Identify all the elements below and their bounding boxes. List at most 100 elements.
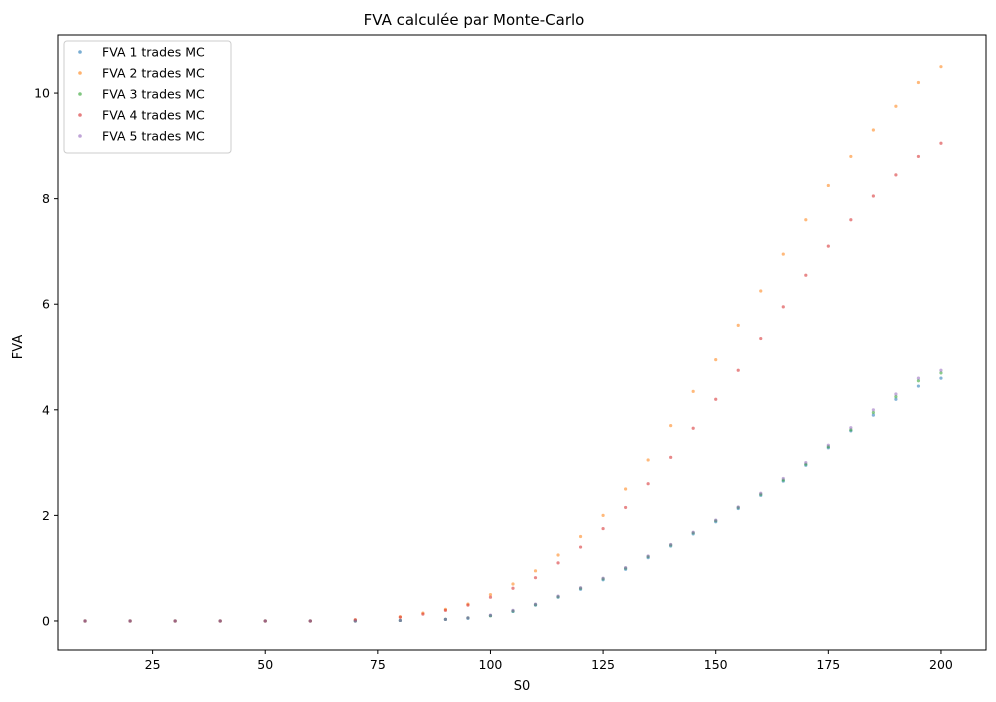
point	[916, 384, 921, 388]
point	[759, 336, 763, 341]
x-tick-label: 100	[479, 657, 503, 672]
point	[826, 244, 830, 248]
point	[398, 615, 402, 619]
point	[871, 410, 875, 415]
point	[488, 595, 493, 599]
point	[83, 619, 87, 623]
series-5	[83, 368, 943, 623]
point	[939, 371, 943, 375]
legend-box	[63, 40, 232, 154]
point	[556, 553, 560, 557]
x-tick-label: 75	[370, 657, 386, 672]
chart-marks	[83, 65, 943, 623]
legend: FVA 1 trades MC FVA 2 trades MC FVA 3 trad…	[63, 40, 232, 154]
y-tick-label: 10	[34, 86, 50, 101]
point	[736, 368, 740, 372]
point	[488, 613, 493, 617]
point	[736, 323, 740, 327]
plot-frame	[57, 34, 987, 651]
x-tick-label: 50	[257, 657, 273, 672]
legend-label: FVA 3 trades MC	[102, 87, 205, 102]
y-tick-label: 2	[42, 508, 50, 523]
point	[533, 569, 538, 573]
point	[894, 173, 898, 177]
point	[894, 392, 898, 396]
chart-axes: 25 50 75 100 125 150 175 200 0 2 4 6 8 10	[34, 34, 987, 672]
y-tick-label: 0	[42, 613, 50, 628]
x-tick-label: 125	[591, 657, 615, 672]
point	[128, 619, 132, 623]
point	[488, 592, 493, 597]
point	[714, 397, 718, 401]
point	[781, 305, 785, 309]
point	[533, 602, 538, 606]
point	[511, 608, 515, 613]
point	[804, 218, 808, 222]
point	[916, 379, 921, 383]
point	[578, 534, 583, 539]
point	[601, 513, 605, 517]
point	[556, 561, 560, 565]
x-tick-label: 200	[929, 657, 953, 672]
series-1	[83, 376, 943, 623]
point	[826, 183, 830, 188]
point	[556, 594, 560, 598]
legend-label: FVA 1 trades MC	[102, 45, 205, 60]
point	[781, 476, 785, 481]
point	[601, 576, 605, 580]
point	[624, 505, 628, 510]
y-tick-label: 8	[42, 191, 50, 206]
point	[421, 612, 425, 616]
x-tick-label: 175	[816, 657, 840, 672]
point	[849, 426, 853, 430]
point	[173, 619, 177, 623]
y-axis-label: FVA	[11, 335, 26, 360]
legend-marker	[78, 134, 82, 138]
point	[916, 376, 921, 380]
point	[646, 482, 650, 486]
legend-label: FVA 2 trades MC	[102, 66, 205, 81]
point	[263, 619, 267, 623]
point	[849, 154, 853, 159]
point	[353, 619, 357, 623]
point	[804, 461, 808, 465]
point	[646, 554, 650, 558]
x-axis-label: S0	[514, 679, 531, 694]
legend-marker	[78, 50, 82, 54]
point	[691, 530, 695, 534]
point	[781, 252, 785, 256]
x-tick-label: 25	[145, 657, 161, 672]
point	[894, 104, 898, 108]
point	[646, 458, 650, 462]
point	[669, 424, 673, 428]
point	[871, 408, 875, 412]
point	[939, 368, 943, 372]
point	[894, 397, 898, 401]
point	[624, 566, 628, 570]
point	[443, 617, 448, 621]
point	[511, 586, 515, 590]
point	[466, 603, 470, 607]
point	[466, 616, 470, 620]
x-tick-label: 150	[704, 657, 728, 672]
point	[804, 273, 808, 277]
point	[759, 491, 763, 495]
point	[714, 518, 718, 522]
legend-marker	[78, 92, 82, 96]
point	[826, 443, 830, 447]
point	[601, 526, 605, 531]
point	[533, 576, 538, 580]
point	[939, 141, 943, 145]
point	[308, 619, 312, 623]
point	[691, 426, 695, 430]
point	[624, 487, 628, 491]
point	[894, 395, 898, 399]
point	[714, 358, 718, 362]
point	[871, 128, 875, 132]
point	[691, 389, 695, 393]
point	[578, 545, 583, 549]
chart-title: FVA calculée par Monte-Carlo	[364, 11, 585, 29]
point	[759, 289, 763, 293]
point	[871, 194, 875, 198]
